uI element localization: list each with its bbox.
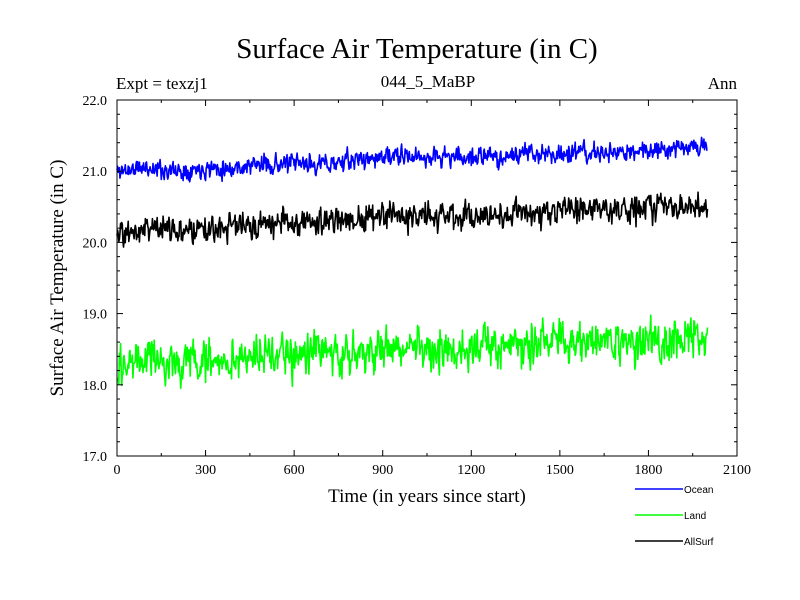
y-tick-label: 20.0: [83, 236, 108, 251]
x-axis-label: Time (in years since start): [328, 486, 526, 507]
x-tick-label: 1800: [634, 463, 662, 478]
series-line-ocean: [116, 136, 708, 183]
axes-layer: 0 300 600 900 1200 1500 1800 2100 17.0 18.0 19.0 20…: [83, 94, 752, 478]
legend-label-allsurf: AllSurf: [684, 537, 714, 548]
experiment-label: Expt = texzj1: [116, 74, 208, 93]
period-label: 044_5_MaBP: [381, 72, 475, 91]
y-tick-label: 17.0: [83, 450, 108, 465]
y-tick-label: 18.0: [83, 379, 108, 394]
x-tick-label: 0: [114, 463, 121, 478]
x-tick-label: 900: [372, 463, 393, 478]
legend-label-ocean: Ocean: [684, 485, 713, 496]
series-line-allsurf: [116, 191, 709, 248]
x-tick-label: 2100: [723, 463, 751, 478]
chart-title: Surface Air Temperature (in C): [236, 33, 597, 65]
y-tick-label: 19.0: [83, 308, 108, 323]
season-label: Ann: [708, 74, 738, 93]
series-line-land: [116, 314, 709, 390]
x-tick-label: 1200: [457, 463, 485, 478]
x-tick-label: 600: [284, 463, 305, 478]
y-tick-label: 21.0: [83, 165, 108, 180]
legend-label-land: Land: [684, 511, 706, 522]
legend: Ocean Land AllSurf: [635, 485, 714, 548]
y-tick-label: 22.0: [83, 94, 108, 109]
series-layer: [116, 136, 709, 390]
x-tick-label: 300: [195, 463, 216, 478]
x-tick-label: 1500: [546, 463, 574, 478]
y-axis-label: Surface Air Temperature (in C): [47, 160, 68, 397]
